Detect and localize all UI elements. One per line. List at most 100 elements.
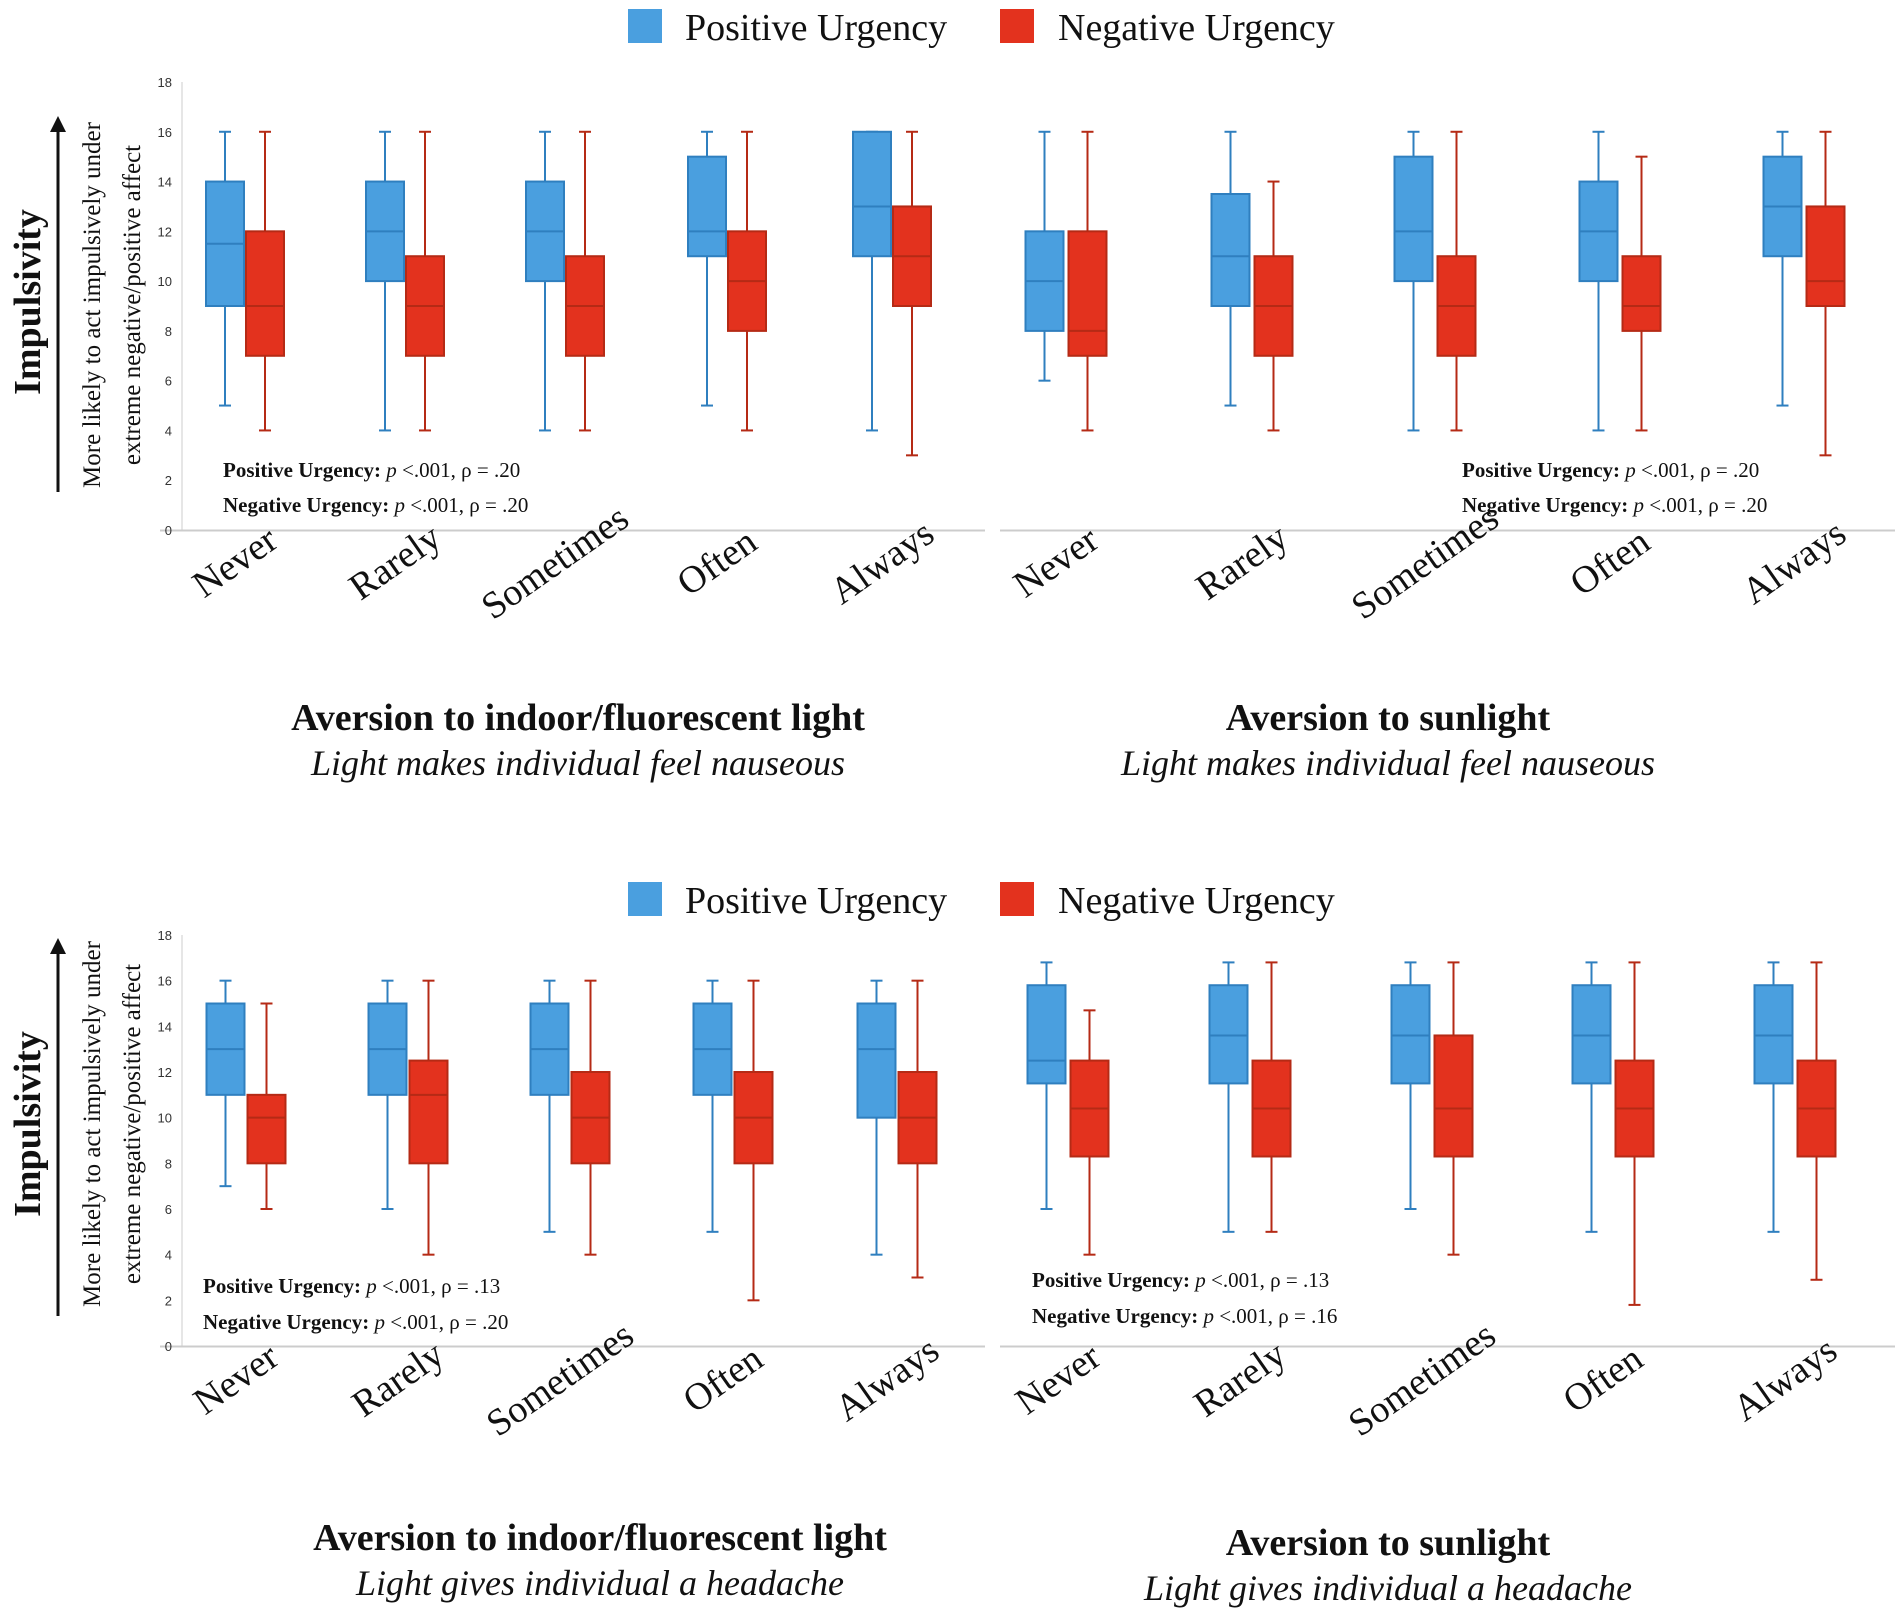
box-positive-urgency	[687, 130, 727, 407]
box-iqr	[1571, 984, 1612, 1085]
y-tick-label: 16	[158, 974, 172, 989]
box-positive-urgency	[852, 130, 892, 432]
box-positive-urgency	[1393, 130, 1434, 432]
panel-subtitle: Light makes individual feel nauseous	[310, 743, 845, 783]
y-tick-label: 8	[165, 324, 172, 339]
stat-annotation: Positive Urgency: p <.001, ρ = .13	[1032, 1268, 1329, 1292]
stat-annotation: Negative Urgency: p <.001, ρ = .20	[203, 1310, 508, 1334]
y-tick-label: 12	[158, 1065, 172, 1080]
legend-top: Positive Urgency Negative Urgency	[628, 7, 1335, 49]
x-tick-label: Always	[828, 1329, 947, 1430]
box-negative-urgency	[408, 979, 449, 1256]
y-axis-title: Impulsivity	[7, 1031, 49, 1217]
box-iqr	[852, 130, 892, 258]
y-tick-label: 10	[158, 1111, 172, 1126]
legend-label-negative: Negative Urgency	[1058, 880, 1335, 922]
stat-label: Negative Urgency:	[223, 493, 394, 517]
box-negative-urgency	[570, 979, 611, 1256]
legend-label-positive: Positive Urgency	[685, 7, 947, 49]
box-negative-urgency	[897, 979, 938, 1279]
box-positive-urgency	[1390, 961, 1431, 1210]
stat-label: Negative Urgency:	[203, 1310, 374, 1334]
box-iqr	[856, 1002, 897, 1119]
box-iqr	[1208, 984, 1249, 1085]
box-iqr	[687, 155, 727, 258]
stat-annotation: Positive Urgency: p <.001, ρ = .20	[223, 458, 520, 482]
y-axis-subtitle-line2: extreme negative/positive affect	[119, 145, 146, 465]
stat-annotation: Negative Urgency: p <.001, ρ = .20	[1462, 493, 1767, 517]
box-negative-urgency	[1621, 155, 1662, 432]
legend-bottom: Positive Urgency Negative Urgency	[628, 880, 1335, 922]
stat-annotation: Positive Urgency: p <.001, ρ = .20	[1462, 458, 1759, 482]
stat-label: Negative Urgency:	[1032, 1304, 1203, 1328]
box-negative-urgency	[1436, 130, 1477, 432]
legend-swatch-negative	[1000, 882, 1034, 916]
box-negative-urgency	[1614, 961, 1655, 1306]
x-tick-label: Sometimes	[1341, 1314, 1503, 1445]
box-positive-urgency	[1578, 130, 1619, 432]
y-axis-label-bottom: Impulsivity More likely to act impulsive…	[7, 938, 146, 1316]
stat-label: Positive Urgency:	[1462, 458, 1625, 482]
box-negative-urgency	[892, 130, 932, 457]
box-negative-urgency	[1796, 961, 1837, 1281]
box-positive-urgency	[1753, 961, 1794, 1233]
box-iqr	[1026, 984, 1067, 1085]
stat-value: <.001, ρ = .20	[405, 493, 528, 517]
box-positive-urgency	[692, 979, 733, 1233]
box-negative-urgency	[1067, 130, 1108, 432]
box-iqr	[1621, 255, 1662, 332]
box-negative-urgency	[405, 130, 445, 432]
panel-title: Aversion to sunlight	[1226, 697, 1551, 739]
y-axis-title: Impulsivity	[7, 209, 49, 395]
stat-annotation: Positive Urgency: p <.001, ρ = .13	[203, 1274, 500, 1298]
y-tick-label: 4	[165, 1248, 172, 1263]
y-tick-label: 12	[158, 224, 172, 239]
box-positive-urgency	[1571, 961, 1612, 1233]
y-tick-label: 6	[165, 374, 172, 389]
legend-swatch-positive	[628, 882, 662, 916]
stat-value: <.001, ρ = .13	[1206, 1268, 1329, 1292]
box-positive-urgency	[525, 130, 565, 432]
box-negative-urgency	[1253, 180, 1294, 432]
legend-swatch-positive	[628, 9, 662, 43]
y-tick-label: 0	[165, 523, 172, 538]
stat-p: p	[1201, 1304, 1214, 1328]
stat-p: p	[1623, 458, 1636, 482]
box-negative-urgency	[1805, 130, 1846, 457]
stat-label: Negative Urgency:	[1462, 493, 1633, 517]
box-iqr	[1210, 193, 1251, 307]
box-iqr	[408, 1059, 449, 1165]
stat-p: p	[1631, 493, 1644, 517]
stat-p: p	[364, 1274, 377, 1298]
y-tick-label: 6	[165, 1202, 172, 1217]
box-iqr	[245, 230, 285, 357]
box-positive-urgency	[1210, 130, 1251, 407]
y-axis-subtitle-line1: More likely to act impulsively under	[79, 121, 106, 488]
stat-value: <.001, ρ = .20	[1644, 493, 1767, 517]
y-axis-subtitle-line1: More likely to act impulsively under	[79, 940, 106, 1307]
box-negative-urgency	[733, 979, 774, 1302]
y-tick-label: 4	[165, 423, 172, 438]
box-positive-urgency	[367, 979, 408, 1210]
box-negative-urgency	[1433, 961, 1474, 1256]
legend-swatch-negative	[1000, 9, 1034, 43]
panel-title: Aversion to sunlight	[1226, 1522, 1551, 1564]
stat-value: <.001, ρ = .16	[1214, 1304, 1337, 1328]
arrow-up-icon	[50, 116, 66, 132]
box-negative-urgency	[1251, 961, 1292, 1233]
y-tick-label: 8	[165, 1156, 172, 1171]
x-tick-label: Often	[1556, 1337, 1651, 1421]
chart-panel: Never Rarely Sometimes Often AlwaysPositive …	[1000, 130, 1895, 783]
box-positive-urgency	[856, 979, 897, 1256]
stat-value: <.001, ρ = .20	[1636, 458, 1759, 482]
y-tick-label: 16	[158, 125, 172, 140]
stat-value: <.001, ρ = .20	[385, 1310, 508, 1334]
panel-subtitle: Light gives individual a headache	[1143, 1568, 1632, 1608]
y-tick-label: 14	[158, 1019, 172, 1034]
stat-annotation: Negative Urgency: p <.001, ρ = .20	[223, 493, 528, 517]
y-tick-label: 18	[158, 75, 172, 90]
y-tick-label: 18	[158, 928, 172, 943]
